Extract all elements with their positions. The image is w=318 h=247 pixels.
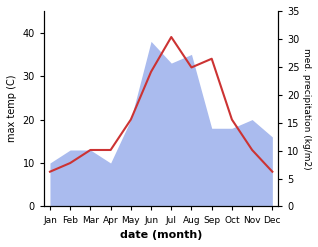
Y-axis label: med. precipitation (kg/m2): med. precipitation (kg/m2) bbox=[302, 48, 311, 169]
X-axis label: date (month): date (month) bbox=[120, 230, 202, 240]
Y-axis label: max temp (C): max temp (C) bbox=[7, 75, 17, 143]
